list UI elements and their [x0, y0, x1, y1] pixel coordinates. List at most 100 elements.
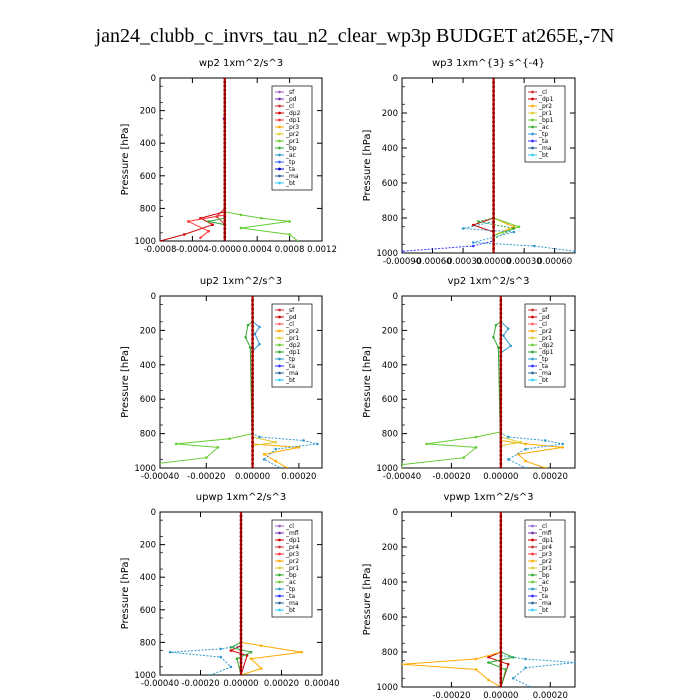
series-point	[262, 458, 266, 461]
panel-title: vp2 1xm^2/s^3	[448, 276, 530, 287]
y-tick-label: 0	[393, 292, 398, 302]
zero-marker	[239, 620, 243, 624]
legend-label: _mfl	[538, 530, 552, 537]
series-point	[187, 220, 190, 223]
zero-marker	[223, 125, 227, 129]
legend-label: _pr1	[285, 565, 299, 572]
y-tick-label: 200	[382, 543, 398, 553]
zero-marker	[492, 111, 495, 115]
legend-marker	[278, 322, 281, 326]
series-point	[235, 657, 239, 660]
legend-label: _pr4	[285, 544, 299, 551]
legend-marker	[278, 573, 281, 577]
zero-marker	[239, 555, 243, 559]
legend-label: _bt	[538, 377, 549, 384]
zero-marker	[239, 669, 243, 673]
zero-marker	[492, 220, 495, 224]
panel-title: up2 1xm^2/s^3	[200, 276, 282, 287]
zero-marker	[499, 341, 503, 345]
y-tick-label: 200	[382, 109, 398, 119]
zero-marker	[492, 172, 495, 176]
zero-marker	[223, 194, 227, 198]
zero-marker	[251, 419, 254, 423]
zero-marker	[499, 628, 503, 632]
x-tick-label: -0.00020	[432, 691, 470, 700]
zero-marker	[251, 367, 254, 371]
legend-label: _cl	[538, 89, 547, 96]
zero-marker	[239, 612, 243, 616]
zero-marker	[251, 397, 254, 401]
zero-marker	[492, 120, 495, 124]
legend-label: _cl	[285, 103, 294, 110]
zero-marker	[499, 359, 503, 362]
series-point	[279, 466, 282, 468]
zero-marker	[251, 307, 254, 311]
zero-marker	[492, 133, 495, 137]
y-tick-label: 200	[382, 326, 398, 336]
zero-marker	[492, 115, 495, 119]
series-point	[517, 225, 521, 229]
legend-marker	[278, 111, 281, 115]
x-tick-label: 0.00000	[483, 472, 518, 482]
series-line-5	[478, 78, 516, 253]
zero-marker	[499, 598, 503, 601]
series-point	[229, 649, 233, 652]
panel-0: wp2 1xm^2/s^3 Pressure [hPa] 0 200 400 600 800…	[120, 58, 337, 255]
y-tick-label: 600	[382, 179, 398, 189]
plot-area	[402, 78, 575, 253]
zero-marker	[251, 296, 254, 298]
legend-label: _dp2	[285, 342, 301, 349]
y-tick-label: 200	[140, 541, 156, 551]
legend-label: _bp1	[538, 117, 554, 124]
zero-marker	[492, 203, 495, 207]
legend-marker	[278, 90, 281, 94]
zero-marker	[492, 80, 495, 84]
legend-marker	[278, 357, 281, 361]
zero-marker	[499, 397, 503, 401]
series-point	[502, 334, 505, 337]
series-point	[477, 220, 480, 223]
x-tick-label: -0.0008	[144, 245, 177, 255]
plot-frame	[401, 511, 576, 688]
legend-label: _mfl	[285, 530, 299, 537]
zero-marker	[499, 389, 503, 392]
zero-marker	[251, 320, 254, 324]
zero-marker	[499, 650, 503, 654]
zero-marker	[492, 129, 495, 132]
series-point	[506, 458, 510, 461]
zero-marker	[499, 672, 503, 676]
legend-marker	[531, 378, 534, 382]
zero-marker	[223, 137, 227, 141]
zero-marker	[239, 518, 243, 522]
series-point	[524, 459, 527, 463]
zero-marker	[499, 567, 503, 571]
zero-marker	[492, 247, 495, 251]
y-tick-label: 600	[140, 606, 156, 616]
series-point	[199, 236, 202, 240]
legend-label: _bp	[285, 145, 297, 152]
series-point	[487, 678, 490, 682]
series-point	[160, 239, 162, 241]
x-tick-label: 0.0012	[307, 245, 337, 255]
zero-marker	[492, 146, 495, 150]
y-axis-label: Pressure [hPa]	[362, 130, 373, 202]
series-point	[274, 459, 278, 463]
series-point	[497, 346, 500, 349]
zero-marker	[223, 178, 227, 182]
series-point	[474, 657, 478, 661]
y-tick-label: 400	[382, 361, 398, 371]
zero-marker	[499, 376, 503, 380]
series-line-2	[493, 78, 516, 253]
zero-marker	[239, 657, 243, 661]
series-point	[288, 233, 291, 236]
series-point	[532, 244, 536, 248]
zero-marker	[499, 296, 503, 298]
y-tick-label: 0	[393, 74, 398, 84]
zero-marker	[223, 211, 227, 214]
zero-marker	[239, 514, 243, 518]
zero-marker	[223, 117, 227, 121]
series-point	[512, 227, 516, 230]
legend-marker	[278, 371, 281, 375]
series-point	[524, 466, 527, 468]
